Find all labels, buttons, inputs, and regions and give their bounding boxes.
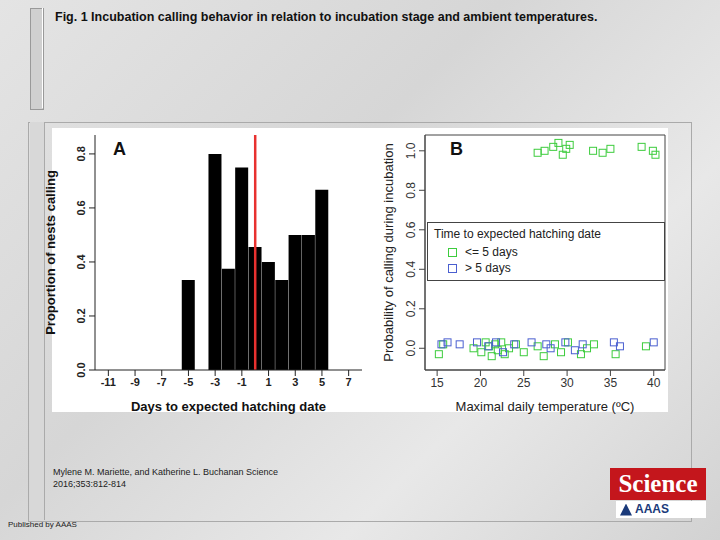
svg-text:0.2: 0.2: [404, 300, 418, 317]
svg-text:-11: -11: [101, 376, 116, 388]
svg-text:Maximal daily temperature (ºC): Maximal daily temperature (ºC): [456, 399, 635, 414]
svg-text:-1: -1: [237, 376, 247, 388]
svg-text:7: 7: [346, 376, 352, 388]
svg-text:-7: -7: [157, 376, 167, 388]
svg-text:0.6: 0.6: [75, 200, 87, 215]
html-text:Published by AAAS: Published by AAAS: [8, 520, 77, 529]
svg-text:5: 5: [319, 376, 325, 388]
svg-text:1.0: 1.0: [404, 142, 418, 159]
html-text:<= 5 days: <= 5 days: [465, 245, 518, 259]
svg-text:0.8: 0.8: [404, 182, 418, 199]
html-text:2016;353:812-814: 2016;353:812-814: [53, 479, 127, 489]
svg-text:Days to expected hatching date: Days to expected hatching date: [131, 399, 326, 414]
html-text:B: B: [450, 139, 463, 159]
svg-text:-5: -5: [184, 376, 194, 388]
html-text:Fig. 1 Incubation calling beha: Fig. 1 Incubation calling behavior in re…: [55, 10, 598, 24]
svg-text:15: 15: [430, 376, 444, 390]
svg-text:-3: -3: [210, 376, 220, 388]
html-text:Time to expected hatching date: Time to expected hatching date: [434, 227, 601, 241]
svg-text:-9: -9: [130, 376, 140, 388]
svg-text:0.6: 0.6: [404, 221, 418, 238]
svg-text:25: 25: [517, 376, 531, 390]
svg-text:30: 30: [560, 376, 574, 390]
html-text:AAAS: AAAS: [635, 502, 669, 516]
svg-text:0.4: 0.4: [404, 261, 418, 278]
svg-text:3: 3: [292, 376, 298, 388]
svg-text:0.4: 0.4: [75, 253, 87, 269]
html-text:> 5 days: > 5 days: [465, 261, 511, 275]
svg-text:1: 1: [265, 376, 271, 388]
svg-text:35: 35: [604, 376, 618, 390]
svg-text:0.0: 0.0: [404, 340, 418, 357]
svg-text:Proportion of nests calling: Proportion of nests calling: [43, 170, 58, 335]
svg-text:0.0: 0.0: [75, 362, 87, 377]
html-text:Mylene M. Mariette, and Kather: Mylene M. Mariette, and Katherine L. Buc…: [53, 467, 279, 477]
svg-text:20: 20: [474, 376, 488, 390]
svg-text:40: 40: [647, 376, 661, 390]
svg-text:0.8: 0.8: [75, 146, 87, 161]
html-text:Science: Science: [618, 470, 698, 497]
html-text:A: A: [113, 139, 126, 159]
svg-text:0.2: 0.2: [75, 308, 87, 323]
svg-text:Probability of calling during: Probability of calling during incubation: [381, 143, 396, 361]
